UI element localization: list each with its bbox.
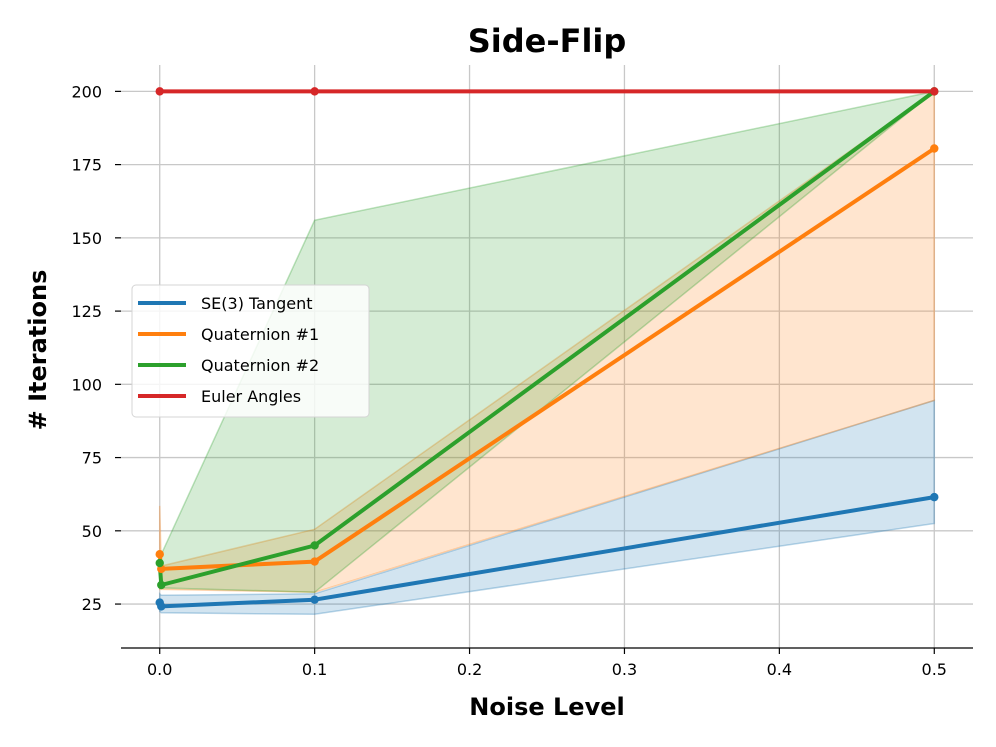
point-euler-angles bbox=[155, 87, 164, 96]
x-axis-label: Noise Level bbox=[469, 693, 624, 721]
point-quaternion-1 bbox=[310, 557, 319, 566]
legend-label: Quaternion #2 bbox=[201, 356, 319, 375]
y-tick-label: 75 bbox=[82, 449, 102, 468]
line-quaternion-2 bbox=[157, 89, 937, 587]
point-quaternion-2 bbox=[155, 558, 164, 568]
y-tick-label: 150 bbox=[71, 229, 102, 248]
y-tick-label: 100 bbox=[71, 375, 102, 394]
x-tick-label: 0.0 bbox=[147, 660, 172, 679]
confidence-bands bbox=[158, 89, 936, 616]
y-axis-label: # Iterations bbox=[24, 270, 52, 431]
y-tick-label: 25 bbox=[82, 595, 102, 614]
y-tick-label: 200 bbox=[71, 82, 102, 101]
x-tick-label: 0.5 bbox=[922, 660, 947, 679]
x-tick-label: 0.3 bbox=[612, 660, 637, 679]
point-quaternion-2 bbox=[157, 580, 166, 590]
legend-label: SE(3) Tangent bbox=[201, 294, 313, 313]
point-euler-angles bbox=[310, 87, 319, 96]
band-quaternion-1 bbox=[158, 89, 936, 594]
point-euler-angles bbox=[930, 87, 939, 96]
legend: SE(3) Tangent Quaternion #1 Quaternion #2 E… bbox=[131, 284, 370, 418]
legend-label: Euler Angles bbox=[201, 387, 301, 406]
point-quaternion-1 bbox=[155, 550, 164, 559]
y-tick-label: 125 bbox=[71, 302, 102, 321]
x-tick-label: 0.4 bbox=[767, 660, 792, 679]
y-axis-ticks: 25 50 75 100 125 150 175 200 bbox=[71, 82, 121, 614]
point-se-3-tangent bbox=[930, 492, 939, 502]
x-tick-label: 0.2 bbox=[457, 660, 482, 679]
x-axis-ticks: 0.0 0.1 0.2 0.3 0.4 0.5 bbox=[147, 648, 947, 679]
band-se-3-tangent bbox=[158, 399, 936, 616]
point-se-3-tangent bbox=[157, 602, 166, 611]
legend-box bbox=[131, 284, 370, 418]
chart-title: Side-Flip bbox=[468, 22, 627, 60]
y-tick-label: 50 bbox=[82, 522, 102, 541]
series-points bbox=[155, 87, 939, 611]
point-quaternion-2 bbox=[310, 541, 319, 550]
legend-label: Quaternion #1 bbox=[201, 325, 319, 344]
point-se-3-tangent bbox=[310, 595, 319, 604]
x-tick-label: 0.1 bbox=[302, 660, 327, 679]
y-tick-label: 175 bbox=[71, 156, 102, 175]
point-quaternion-1 bbox=[930, 144, 939, 153]
